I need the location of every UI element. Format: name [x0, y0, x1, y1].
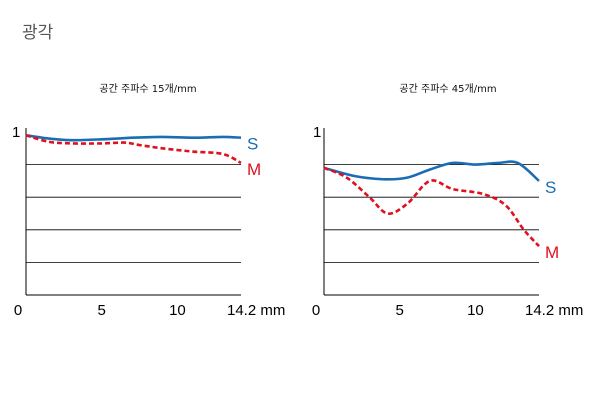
series-label-s: S [545, 178, 556, 197]
y-tick-label: 1 [12, 124, 20, 141]
series-line-m [25, 134, 242, 165]
x-tick-label: 5 [98, 302, 106, 319]
x-tick-label: 5 [396, 302, 404, 319]
x-tick-label: 10 [467, 302, 484, 319]
chart-title: 공간 주파수 15개/mm [99, 83, 196, 95]
x-tick-label: 14.2 mm [525, 302, 583, 319]
series-label-m: M [545, 243, 559, 262]
x-tick-label: 0 [312, 302, 320, 319]
series-label-m: M [247, 160, 261, 179]
y-tick-label: 1 [313, 124, 321, 141]
x-tick-label: 0 [14, 302, 22, 319]
page-title: 광각 [22, 23, 54, 43]
series-line-m [323, 166, 540, 247]
series-line-s [323, 160, 540, 182]
x-tick-label: 10 [169, 302, 186, 319]
series-line-s [25, 133, 242, 142]
x-tick-label: 14.2 mm [227, 302, 285, 319]
series-label-s: S [247, 135, 258, 154]
chart-title: 공간 주파수 45개/mm [399, 83, 496, 95]
